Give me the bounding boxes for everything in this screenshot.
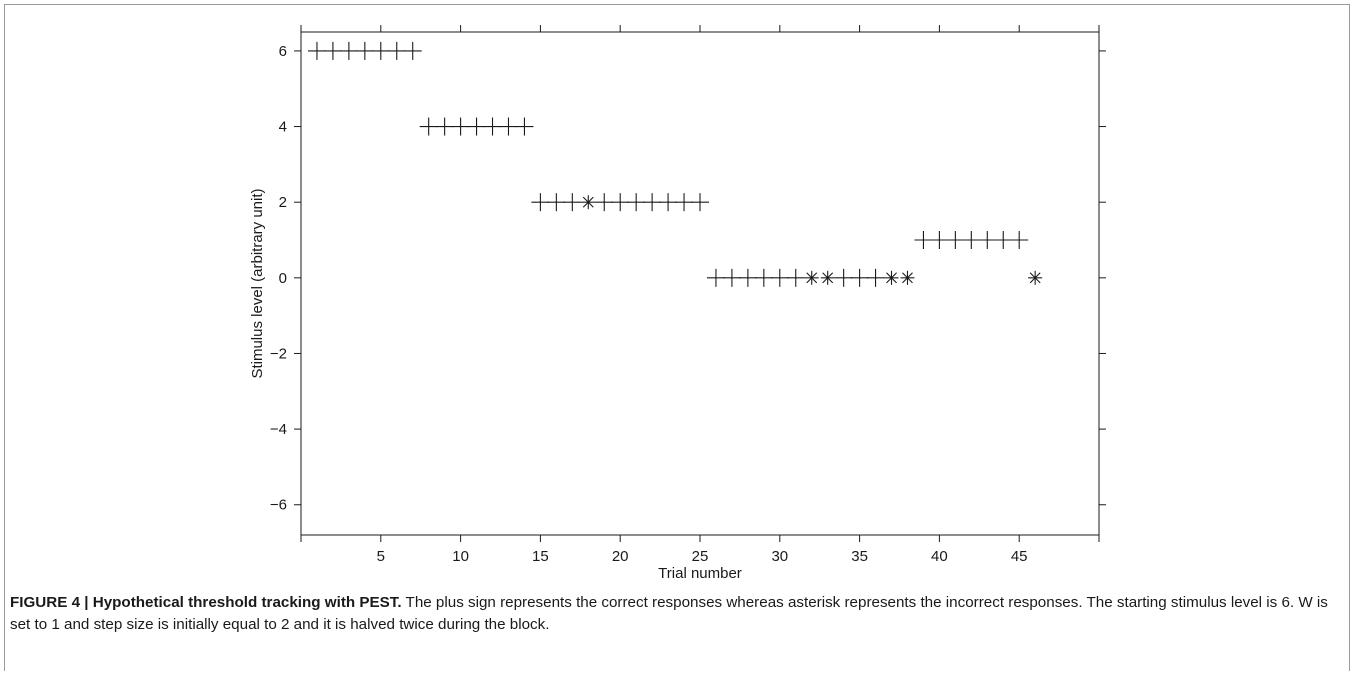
caption-text: The plus sign represents the correct res… — [10, 594, 1328, 633]
plus-marker — [994, 231, 1013, 250]
x-tick-label: 25 — [692, 548, 709, 565]
x-tick-label: 35 — [851, 548, 868, 565]
plus-marker — [483, 117, 502, 136]
plus-marker — [515, 117, 534, 136]
plus-marker — [547, 193, 566, 212]
plot-area — [300, 31, 1100, 536]
x-tick-label: 5 — [377, 548, 385, 565]
y-tick-label: −6 — [270, 497, 287, 514]
plus-marker — [307, 41, 326, 60]
plus-marker — [595, 193, 614, 212]
plus-marker — [611, 193, 630, 212]
plus-marker — [962, 231, 981, 250]
figure-caption: FIGURE 4 | Hypothetical threshold tracki… — [10, 592, 1345, 635]
x-tick-label: 30 — [771, 548, 788, 565]
plus-marker — [419, 117, 438, 136]
plus-marker — [850, 268, 869, 287]
plus-marker — [786, 268, 805, 287]
plus-marker — [738, 268, 757, 287]
plus-marker — [834, 268, 853, 287]
plus-marker — [499, 117, 518, 136]
y-tick-label: 0 — [279, 270, 287, 287]
plus-marker — [467, 117, 486, 136]
data-points — [307, 41, 1043, 287]
plus-marker — [914, 231, 933, 250]
asterisk-marker — [884, 270, 899, 285]
plus-marker — [866, 268, 885, 287]
asterisk-marker — [820, 270, 835, 285]
plus-marker — [643, 193, 662, 212]
plus-marker — [627, 193, 646, 212]
y-tick-label: 6 — [279, 43, 287, 60]
plus-marker — [563, 193, 582, 212]
y-tick-label: 4 — [279, 119, 287, 136]
x-tick-label: 40 — [931, 548, 948, 565]
y-axis-label: Stimulus level (arbitrary unit) — [249, 188, 266, 378]
plus-marker — [978, 231, 997, 250]
x-axis-label: Trial number — [658, 565, 742, 582]
plus-marker — [531, 193, 550, 212]
plus-marker — [451, 117, 470, 136]
plus-marker — [403, 41, 422, 60]
plus-marker — [355, 41, 374, 60]
plus-marker — [323, 41, 342, 60]
plus-marker — [930, 231, 949, 250]
x-axis: 5 10 15 20 25 30 35 40 45 — [300, 25, 1100, 565]
plus-marker — [770, 268, 789, 287]
plus-marker — [435, 117, 454, 136]
plus-marker — [754, 268, 773, 287]
x-tick-label: 10 — [452, 548, 469, 565]
y-tick-label: −4 — [270, 421, 287, 438]
plus-marker — [1010, 231, 1029, 250]
figure-frame — [4, 4, 1350, 671]
asterisk-marker — [1028, 270, 1043, 285]
y-axis: −6 −4 −2 0 2 4 6 — [270, 43, 1106, 514]
plus-marker — [675, 193, 694, 212]
plus-marker — [706, 268, 725, 287]
plus-marker — [659, 193, 678, 212]
plus-marker — [371, 41, 390, 60]
x-tick-label: 20 — [612, 548, 629, 565]
x-tick-label: 15 — [532, 548, 549, 565]
caption-label: FIGURE 4 | Hypothetical threshold tracki… — [10, 594, 402, 611]
chart: 5 10 15 20 25 30 35 40 45 −6 −4 −2 0 2 4 6 Trial numbe… — [249, 25, 1106, 582]
asterisk-marker — [900, 270, 915, 285]
plus-marker — [339, 41, 358, 60]
x-tick-label: 45 — [1011, 548, 1028, 565]
plus-marker — [691, 193, 709, 212]
asterisk-marker — [581, 195, 596, 210]
plus-marker — [946, 231, 965, 250]
asterisk-marker — [804, 270, 819, 285]
y-tick-label: 2 — [279, 194, 287, 211]
plus-marker — [722, 268, 741, 287]
y-tick-label: −2 — [270, 345, 287, 362]
plus-marker — [387, 41, 406, 60]
